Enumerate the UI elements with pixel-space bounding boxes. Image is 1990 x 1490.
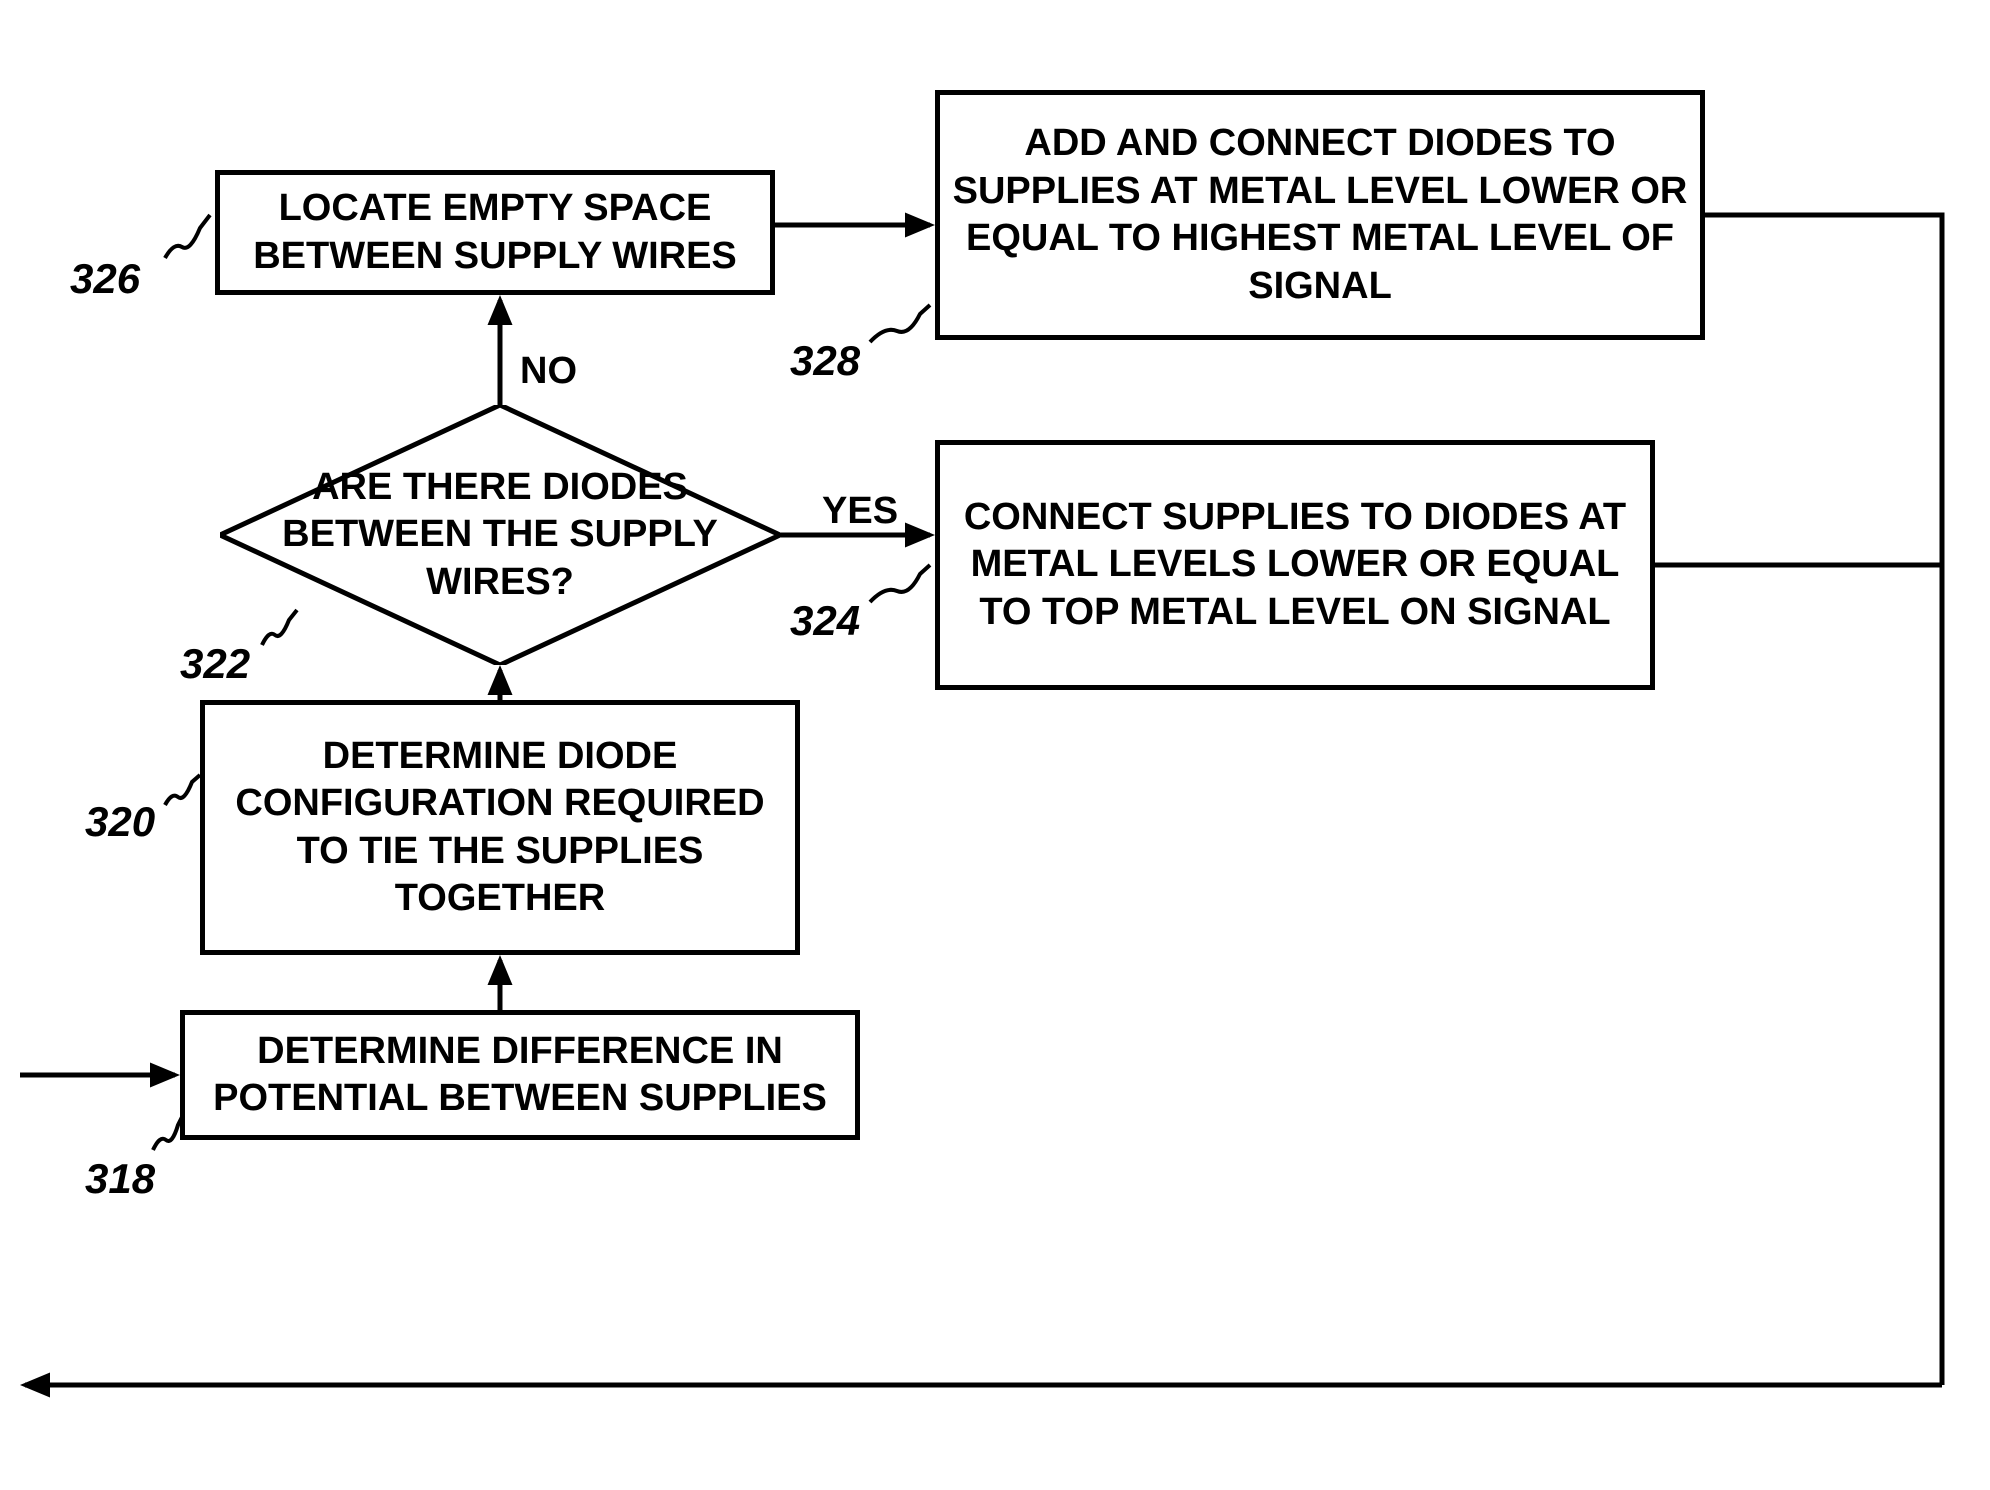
- squiggle-322: [257, 605, 302, 647]
- node-322: ARE THERE DIODES BETWEEN THE SUPPLY WIRE…: [220, 405, 780, 665]
- squiggle-324: [865, 560, 935, 605]
- ref-318: 318: [85, 1155, 155, 1203]
- squiggle-320: [160, 770, 205, 810]
- node-318: DETERMINE DIFFERENCE IN POTENTIAL BETWEE…: [180, 1010, 860, 1140]
- ref-326: 326: [70, 255, 140, 303]
- node-318-text: DETERMINE DIFFERENCE IN POTENTIAL BETWEE…: [185, 1028, 855, 1123]
- node-324: CONNECT SUPPLIES TO DIODES AT METAL LEVE…: [935, 440, 1655, 690]
- node-326-text: LOCATE EMPTY SPACE BETWEEN SUPPLY WIRES: [220, 185, 770, 280]
- squiggle-318: [148, 1110, 188, 1155]
- squiggle-328: [865, 300, 935, 345]
- edge-328-exit: [1705, 215, 1942, 565]
- node-324-text: CONNECT SUPPLIES TO DIODES AT METAL LEVE…: [940, 494, 1650, 637]
- squiggle-326: [160, 210, 215, 260]
- ref-322: 322: [180, 640, 250, 688]
- node-328: ADD AND CONNECT DIODES TO SUPPLIES AT ME…: [935, 90, 1705, 340]
- edge-324-exit: [1655, 565, 1942, 1385]
- node-320-text: DETERMINE DIODE CONFIGURATION REQUIRED T…: [205, 733, 795, 923]
- ref-324: 324: [790, 597, 860, 645]
- node-320: DETERMINE DIODE CONFIGURATION REQUIRED T…: [200, 700, 800, 955]
- ref-328: 328: [790, 337, 860, 385]
- label-yes: YES: [822, 490, 898, 533]
- node-328-text: ADD AND CONNECT DIODES TO SUPPLIES AT ME…: [940, 120, 1700, 310]
- ref-320: 320: [85, 798, 155, 846]
- node-326: LOCATE EMPTY SPACE BETWEEN SUPPLY WIRES: [215, 170, 775, 295]
- node-322-text: ARE THERE DIODES BETWEEN THE SUPPLY WIRE…: [270, 464, 730, 607]
- label-no: NO: [520, 350, 577, 393]
